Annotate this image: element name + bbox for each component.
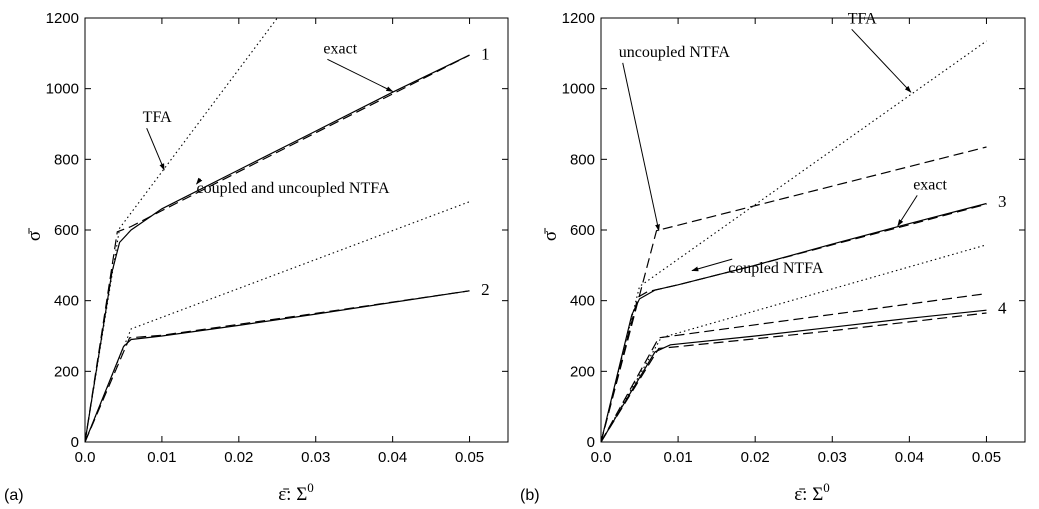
annotation-label: TFA — [143, 109, 172, 126]
y-tick-label: 600 — [570, 222, 595, 239]
y-tick-label: 0 — [587, 434, 595, 451]
annotation-label: uncoupled NTFA — [619, 44, 731, 61]
x-tick-label: 0.04 — [895, 449, 924, 466]
annotation-layer: exact TFA coupled and uncoupled NTFA — [143, 40, 394, 197]
x-axis-label-sup: 0 — [823, 480, 830, 495]
x-axis-label: ε̄: Σ0 — [794, 480, 830, 505]
curve-number-label: 4 — [998, 299, 1007, 318]
curve-number-label: 1 — [481, 44, 490, 63]
panel-label: (b) — [520, 487, 540, 504]
y-tick-label: 0 — [71, 434, 79, 451]
curve-label-layer: 34 — [998, 192, 1007, 318]
panel-label: (a) — [4, 487, 24, 504]
annotation-arrow — [622, 62, 660, 232]
curve-number-label: 3 — [998, 192, 1007, 211]
series-line-dashed — [601, 312, 987, 442]
y-tick-label: 200 — [54, 363, 79, 380]
x-tick-label: 0.0 — [75, 449, 96, 466]
x-axis-label-sup: 0 — [307, 480, 314, 495]
y-tick-label: 600 — [54, 222, 79, 239]
x-tick-label: 0.02 — [224, 449, 253, 466]
series-line-dotted — [85, 201, 470, 442]
curve-label-layer: 12 — [481, 44, 490, 299]
annotation-label: TFA — [848, 10, 877, 27]
annotation-label: coupled NTFA — [728, 260, 824, 277]
x-axis-label: ε̄: Σ0 — [278, 480, 314, 505]
y-tick-label: 1000 — [562, 81, 595, 98]
curve-number-label: 2 — [481, 280, 490, 299]
series-layer — [601, 40, 987, 442]
x-tick-label: 0.01 — [147, 449, 176, 466]
x-axis-label-main: ε̄: Σ — [794, 484, 823, 505]
series-line-solid — [85, 54, 470, 442]
y-tick-label: 1200 — [46, 10, 79, 27]
y-axis-label: σ̄ — [540, 228, 561, 241]
y-tick-label: 800 — [54, 151, 79, 168]
annotation-arrow — [691, 258, 733, 272]
annotation-arrow — [851, 28, 912, 93]
x-ticks: 0.0 0.01 0.02 0.03 0.04 0.05 — [75, 18, 484, 466]
x-tick-label: 0.03 — [301, 449, 330, 466]
y-ticks: 0 200 400 600 800 1000 1200 — [46, 10, 508, 451]
x-tick-label: 0.02 — [741, 449, 770, 466]
x-tick-label: 0.0 — [591, 449, 612, 466]
y-tick-label: 1000 — [46, 81, 79, 98]
x-axis-label-main: ε̄: Σ — [278, 484, 307, 505]
x-tick-label: 0.04 — [378, 449, 407, 466]
series-line-solid — [601, 202, 987, 442]
x-tick-label: 0.03 — [818, 449, 847, 466]
series-line-dotted — [601, 40, 987, 442]
annotation-label: exact — [323, 40, 357, 57]
y-axis-label: σ̄ — [24, 228, 45, 241]
series-line-dashed — [85, 290, 470, 442]
series-line-dashed — [601, 203, 987, 442]
annotation-arrow — [897, 195, 918, 227]
annotation-arrow — [196, 177, 203, 185]
annotation-label: exact — [913, 176, 947, 193]
annotation-arrow — [327, 58, 394, 92]
annotation-arrow — [146, 128, 165, 171]
annotation-label: coupled and uncoupled NTFA — [197, 180, 390, 197]
series-line-solid — [85, 290, 470, 442]
y-ticks: 0 200 400 600 800 1000 1200 — [562, 10, 1025, 451]
y-tick-label: 800 — [570, 151, 595, 168]
x-tick-label: 0.01 — [663, 449, 692, 466]
series-line-dashed — [601, 293, 987, 442]
x-ticks: 0.0 0.01 0.02 0.03 0.04 0.05 — [591, 18, 1001, 466]
y-tick-label: 400 — [54, 293, 79, 310]
y-tick-label: 400 — [570, 293, 595, 310]
series-line-dashed — [85, 54, 470, 442]
series-line-dotted — [85, 18, 278, 442]
plot-frame — [600, 17, 1026, 443]
series-line-solid — [601, 309, 987, 442]
x-tick-label: 0.05 — [455, 449, 484, 466]
plot-frame — [84, 17, 509, 443]
y-tick-label: 200 — [570, 363, 595, 380]
y-tick-label: 1200 — [562, 10, 595, 27]
x-tick-label: 0.05 — [972, 449, 1001, 466]
series-layer — [85, 18, 470, 442]
annotation-layer: TFA uncoupled NTFA exact coupled NTFA — [619, 10, 948, 277]
